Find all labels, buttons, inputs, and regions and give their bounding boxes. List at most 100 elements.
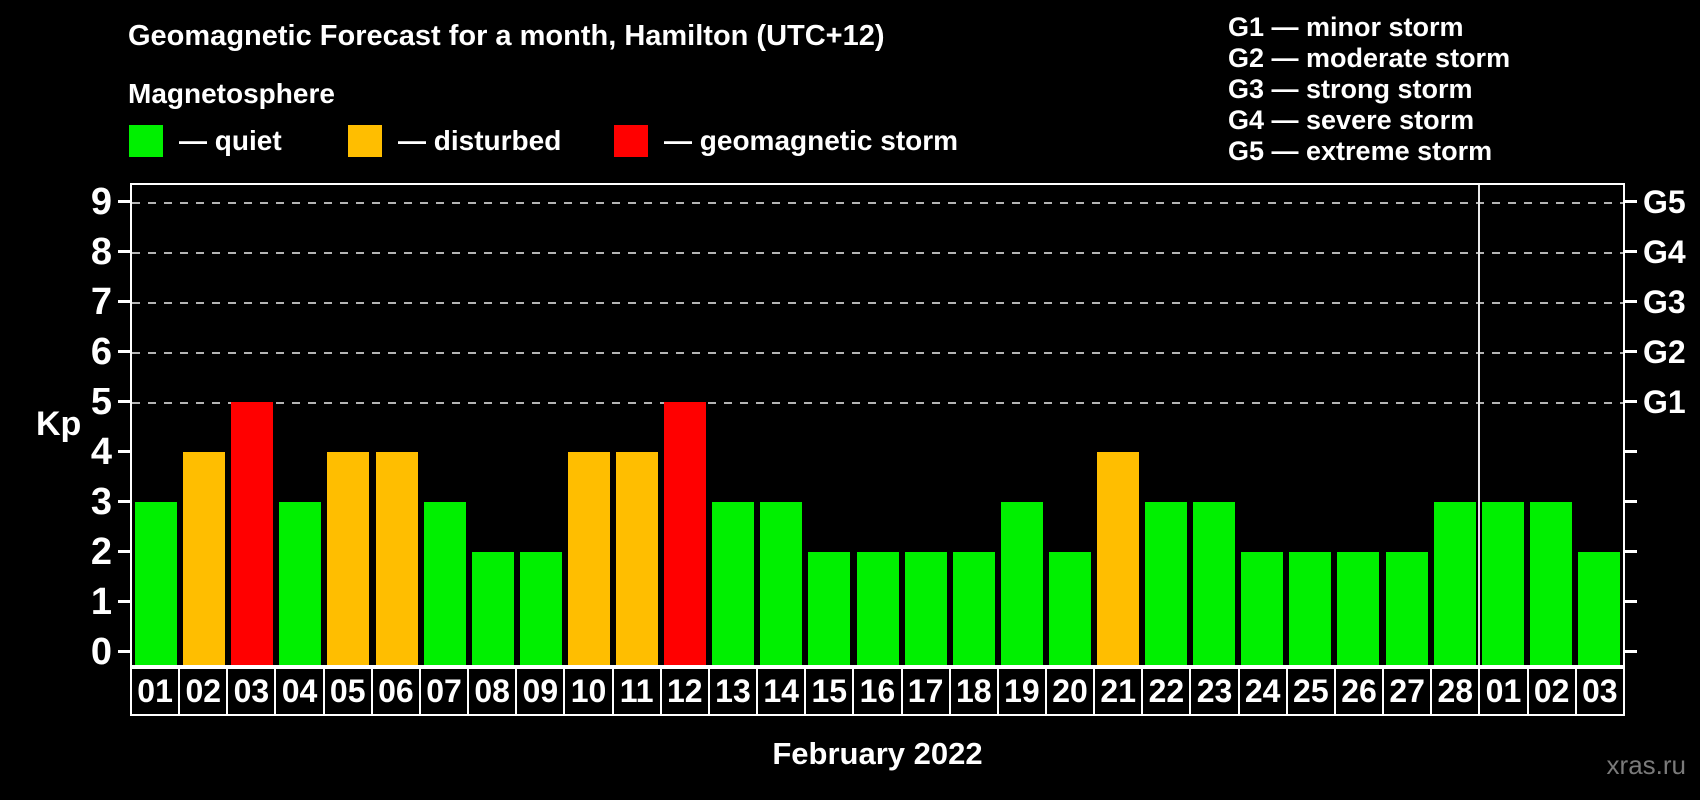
gridline-kp9 (132, 202, 1623, 204)
disturbed-color-swatch (348, 125, 382, 157)
g-axis-label-g4: G4 (1643, 234, 1686, 270)
y-axis-tick-right-4 (1625, 450, 1637, 453)
day-label-row: 01 02 03 04 05 06 07 08 09 10 11 12 13 14 15 16 17 18 19 20… (130, 667, 1625, 716)
bar-day-18 (952, 552, 995, 665)
bar-day-11 (616, 452, 659, 665)
bar-day-03 (231, 402, 274, 665)
y-tick-label-3: 3 (90, 481, 112, 523)
bar-day-01 (135, 502, 178, 665)
bar-day-14 (760, 502, 803, 665)
y-tick-label-9: 9 (90, 181, 112, 223)
chart-title: Geomagnetic Forecast for a month, Hamilt… (128, 20, 885, 52)
y-tick-label-1: 1 (90, 581, 112, 623)
gridline-kp6 (132, 352, 1623, 354)
bar-day-01-next-month (1481, 502, 1524, 665)
y-axis-tick-left-8 (118, 250, 130, 253)
bar-day-23 (1193, 502, 1236, 665)
day-label-cell-20: 20 (1044, 667, 1096, 716)
day-label-cell-25: 25 (1285, 667, 1336, 716)
y-axis-tick-left-3 (118, 500, 130, 503)
gridline-kp8 (132, 252, 1623, 254)
day-label-cell-03: 03 (226, 667, 277, 716)
day-label-cell-14: 14 (756, 667, 807, 716)
y-axis-tick-right-3 (1625, 500, 1637, 503)
y-axis-tick-right-5 (1625, 400, 1637, 403)
day-label-cell-24: 24 (1237, 667, 1288, 716)
bar-day-26 (1337, 552, 1380, 665)
y-axis-tick-left-7 (118, 300, 130, 303)
y-tick-label-8: 8 (90, 231, 112, 273)
day-label-cell-08: 08 (467, 667, 518, 716)
y-axis-tick-left-6 (118, 350, 130, 353)
legend-label-storm: — geomagnetic storm (664, 125, 959, 156)
day-label-cell-05: 05 (322, 667, 373, 716)
day-label-cell-01: 01 (130, 667, 181, 716)
y-tick-label-7: 7 (90, 281, 112, 323)
bar-day-20 (1048, 552, 1091, 665)
day-label-cell-03-next-month: 03 (1574, 667, 1625, 716)
y-tick-label-4: 4 (90, 431, 112, 473)
bar-day-16 (856, 552, 899, 665)
y-axis-tick-left-5 (118, 400, 130, 403)
quiet-color-swatch (129, 125, 163, 157)
bar-day-19 (1000, 502, 1043, 665)
legend-label-disturbed: — disturbed (398, 125, 562, 156)
bar-day-08 (471, 552, 514, 665)
y-axis-tick-left-1 (118, 600, 130, 603)
legend-item-quiet: — quiet (129, 124, 282, 158)
bar-day-02-next-month (1529, 502, 1572, 665)
y-axis-title: Kp (36, 405, 82, 443)
day-label-cell-28: 28 (1430, 667, 1481, 716)
day-label-cell-01-next-month: 01 (1478, 667, 1529, 716)
bar-day-12 (664, 402, 707, 665)
bar-day-13 (712, 502, 755, 665)
legend-label-quiet: — quiet (179, 125, 282, 156)
g-scale-line-g1: G1 — minor storm (1228, 12, 1464, 42)
x-axis-title: February 2022 (772, 736, 983, 771)
y-axis-tick-right-0 (1625, 650, 1637, 653)
y-axis-tick-right-6 (1625, 350, 1637, 353)
day-label-cell-07: 07 (418, 667, 470, 716)
day-label-cell-02-next-month: 02 (1526, 667, 1577, 716)
y-tick-label-5: 5 (90, 381, 112, 423)
y-axis-tick-left-2 (118, 550, 130, 553)
plot-area (130, 183, 1625, 667)
y-axis-tick-right-9 (1625, 200, 1637, 203)
day-label-cell-11: 11 (611, 667, 662, 716)
y-tick-label-2: 2 (90, 531, 112, 573)
y-axis-tick-left-0 (118, 650, 130, 653)
bar-day-10 (567, 452, 610, 665)
month-separator-line (1477, 185, 1480, 665)
g-axis-label-g3: G3 (1643, 284, 1686, 320)
day-label-cell-26: 26 (1333, 667, 1385, 716)
y-axis-tick-left-9 (118, 200, 130, 203)
day-label-cell-09: 09 (515, 667, 566, 716)
bar-day-17 (904, 552, 947, 665)
day-label-cell-23: 23 (1189, 667, 1240, 716)
y-axis-tick-left-4 (118, 450, 130, 453)
bar-day-07 (423, 502, 466, 665)
bar-day-28 (1433, 502, 1476, 665)
watermark: xras.ru (1606, 750, 1686, 780)
day-label-cell-19: 19 (996, 667, 1047, 716)
day-label-cell-15: 15 (804, 667, 855, 716)
day-label-cell-12: 12 (659, 667, 710, 716)
y-tick-label-6: 6 (90, 331, 112, 373)
y-axis-tick-right-7 (1625, 300, 1637, 303)
bar-day-05 (327, 452, 370, 665)
legend-item-storm: — geomagnetic storm (614, 124, 958, 158)
g-axis-label-g2: G2 (1643, 334, 1686, 370)
bar-day-27 (1385, 552, 1428, 665)
bar-day-22 (1145, 502, 1188, 665)
y-axis-tick-right-8 (1625, 250, 1637, 253)
day-label-cell-10: 10 (563, 667, 614, 716)
gridline-kp7 (132, 302, 1623, 304)
day-label-cell-18: 18 (948, 667, 999, 716)
day-label-cell-06: 06 (370, 667, 421, 716)
g-scale-line-g2: G2 — moderate storm (1228, 43, 1511, 73)
g-scale-line-g4: G4 — severe storm (1228, 105, 1475, 135)
day-label-cell-16: 16 (852, 667, 903, 716)
day-label-cell-02: 02 (178, 667, 229, 716)
y-axis-tick-right-1 (1625, 600, 1637, 603)
